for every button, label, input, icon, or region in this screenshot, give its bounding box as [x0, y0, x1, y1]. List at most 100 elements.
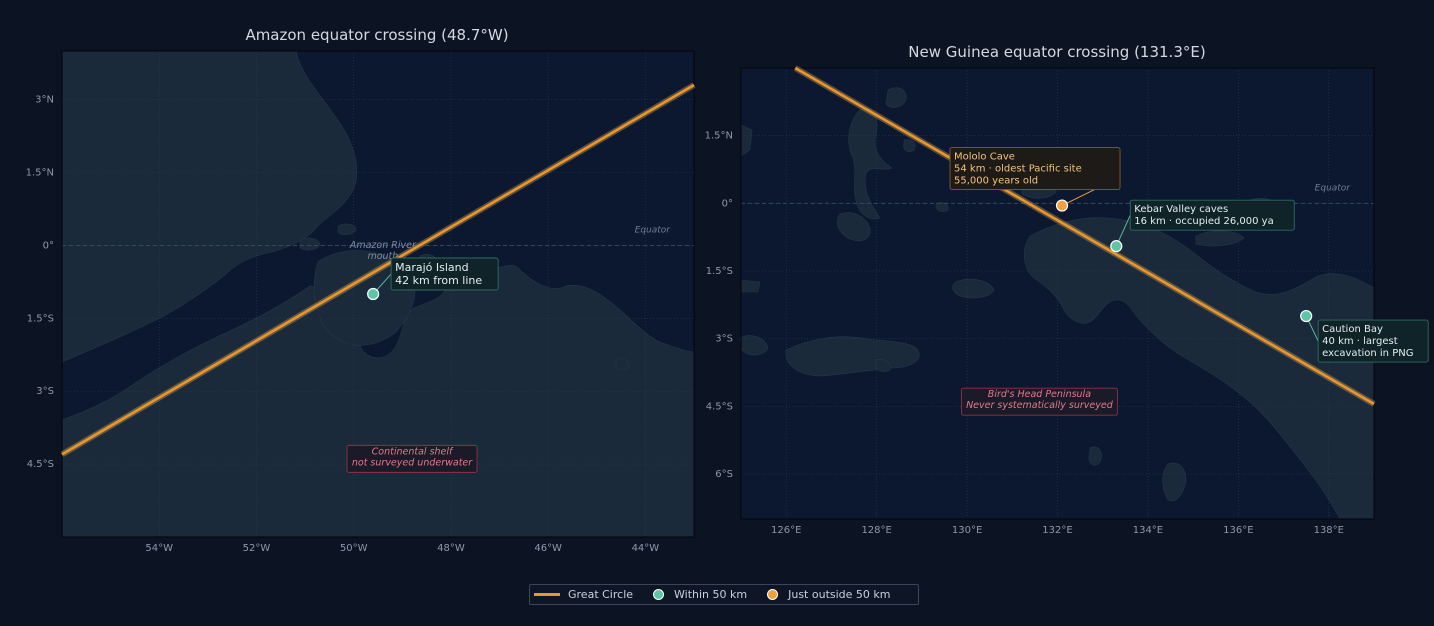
x-tick-label: 126°E [771, 525, 801, 536]
amazon-land-layer [61, 50, 695, 538]
site-marker-within[interactable] [367, 287, 380, 301]
great-circle-glow [60, 82, 696, 457]
land-obi [836, 212, 871, 241]
x-tick-label: 130°E [952, 525, 982, 536]
land-aru [1162, 462, 1187, 502]
new-guinea-grid: Equator [740, 67, 1375, 520]
site-marker-outside[interactable] [1055, 199, 1069, 212]
site-name: Kebar Valley caves [1134, 204, 1228, 215]
region-label: Amazon River [349, 240, 417, 251]
x-tick-label: 50°W [340, 543, 368, 554]
x-tick-label: 132°E [1042, 525, 1072, 536]
x-tick-label: 52°W [243, 543, 271, 554]
new-guinea-land-layer [739, 87, 1375, 520]
land-ambon [875, 359, 891, 372]
y-tick-label: 3°N [35, 95, 54, 106]
legend-within: Within 50 km [647, 588, 747, 601]
legend-within-label: Within 50 km [674, 588, 748, 601]
region-label: mouth [367, 251, 398, 262]
within-swatch [653, 589, 665, 600]
x-tick-label: 138°E [1314, 525, 1344, 536]
land-misool [952, 278, 995, 299]
great-circle-glow [793, 65, 1376, 407]
land-sulawesi-edge [740, 279, 761, 293]
site-detail: 55,000 years old [954, 176, 1038, 187]
site-marker-within[interactable] [1110, 240, 1123, 253]
equator-label: Equator [1315, 183, 1352, 193]
y-tick-label: 1.5°S [27, 313, 54, 324]
land-islet [615, 358, 630, 370]
x-tick-label: 46°W [534, 543, 562, 554]
unsurveyed-note-text: not surveyed underwater [352, 457, 473, 468]
land-islet [903, 139, 916, 152]
outside-swatch [767, 589, 779, 600]
x-tick-label: 136°E [1223, 525, 1253, 536]
great-circle-line [61, 83, 695, 456]
site-label-box [390, 257, 499, 291]
land-seram [785, 336, 920, 377]
ng-frame [740, 67, 1375, 520]
site-name: Caution Bay [1322, 324, 1383, 335]
land-morotai [885, 87, 907, 108]
amazon-frame [61, 50, 695, 538]
great-circle-swatch [534, 593, 560, 596]
land-islet [337, 223, 357, 236]
site-name: Marajó Island [395, 261, 469, 274]
x-tick-label: 44°W [632, 543, 660, 554]
y-tick-label: 4.5°S [706, 401, 733, 412]
site-detail: excavation in PNG [1322, 348, 1413, 359]
site-leader [372, 273, 392, 295]
unsurveyed-note-text: Continental shelf [372, 446, 454, 457]
legend-outside-label: Just outside 50 km [788, 588, 891, 601]
land-new-guinea [1023, 217, 1375, 520]
amazon-map-title: Amazon equator crossing (48.7°W) [245, 26, 509, 44]
y-tick-label: 1.5°N [705, 131, 733, 142]
great-circle-line [794, 66, 1375, 406]
amazon-great-circle [60, 82, 696, 457]
site-detail: 54 km · oldest Pacific site [954, 164, 1082, 175]
site-detail: 42 km from line [395, 274, 482, 287]
unsurveyed-note-text: Never systematically surveyed [966, 400, 1114, 411]
land-biak [1249, 198, 1277, 212]
x-tick-label: 54°W [145, 543, 173, 554]
ng-ocean [741, 68, 1374, 519]
land-buru [739, 335, 769, 356]
site-label-box [949, 147, 1121, 191]
site-marker-within[interactable] [1300, 309, 1313, 323]
legend: Great Circle Within 50 km Just outside 5… [529, 584, 919, 605]
new-guinea-map-title: New Guinea equator crossing (131.3°E) [908, 43, 1206, 61]
land-islet [935, 202, 949, 212]
land-yapen [1195, 230, 1245, 247]
unsurveyed-note-box [346, 444, 478, 473]
x-tick-label: 48°W [437, 543, 465, 554]
y-tick-label: 6°S [715, 469, 733, 480]
y-tick-label: 3°S [715, 334, 733, 345]
land-sulawesi-edge [740, 124, 753, 157]
unsurveyed-note-text: Bird's Head Peninsula [988, 389, 1091, 400]
site-name: Mololo Cave [954, 152, 1015, 163]
site-label-box [1317, 319, 1429, 363]
land-para [61, 265, 695, 538]
land-amapa [61, 50, 358, 363]
unsurveyed-note-box [960, 387, 1118, 416]
land-kai [1088, 446, 1102, 466]
y-tick-label: 0° [43, 240, 54, 251]
x-tick-label: 134°E [1133, 525, 1163, 536]
site-detail: 40 km · largest [1322, 336, 1398, 347]
site-leader [1061, 189, 1095, 206]
land-marajo [313, 250, 416, 346]
y-tick-label: 3°S [36, 386, 54, 397]
y-tick-label: 0° [722, 198, 733, 209]
site-leader [1305, 315, 1319, 342]
amazon-ocean [62, 51, 694, 537]
y-tick-label: 1.5°N [26, 168, 54, 179]
amazon-grid: Equator [61, 50, 695, 538]
legend-outside: Just outside 50 km [761, 588, 891, 601]
land-waigeo [1021, 181, 1057, 199]
new-guinea-great-circle [793, 65, 1376, 407]
site-label-box [1129, 199, 1295, 231]
y-tick-label: 4.5°S [27, 459, 54, 470]
land-halmahera [848, 108, 893, 220]
